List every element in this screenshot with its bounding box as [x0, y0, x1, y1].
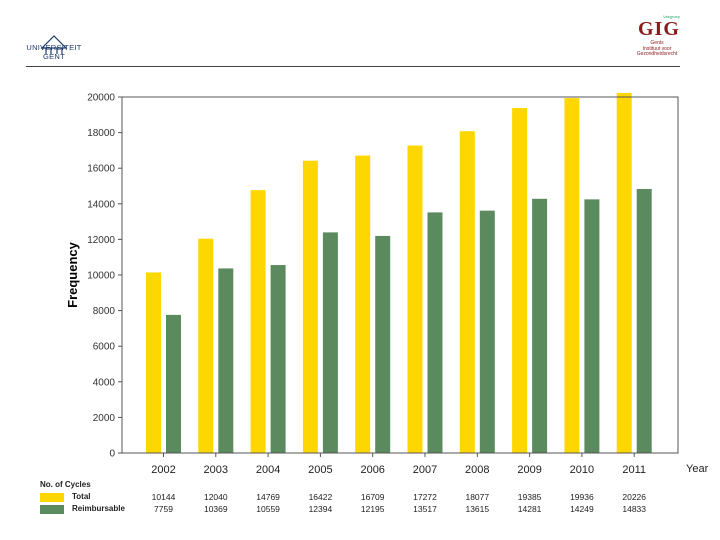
x-tick-label-2009: 2009 — [517, 464, 541, 476]
bar-reimbursable-2011 — [636, 188, 652, 453]
legend-value-reimbursable-2011: 14833 — [622, 504, 646, 514]
x-tick-label-2003: 2003 — [204, 464, 228, 476]
gig-logo-subtitle: Gents Instituut voor Gezondheidsrecht — [632, 40, 682, 58]
legend-value-total-2003: 12040 — [203, 492, 228, 502]
x-tick-label-2007: 2007 — [413, 464, 437, 476]
legend-value-reimbursable-2009: 14281 — [517, 504, 542, 514]
bar-total-2004 — [250, 190, 266, 453]
bar-total-2008 — [459, 131, 475, 453]
header-divider — [26, 66, 680, 67]
x-tick-label-2005: 2005 — [308, 464, 332, 476]
x-tick-label-2004: 2004 — [256, 464, 280, 476]
slide-header: UNIVERSITEIT GENT Vakgroep GIG Gents Ins… — [0, 0, 720, 70]
legend-value-reimbursable-2008: 13615 — [465, 504, 490, 514]
x-tick-label-2008: 2008 — [465, 464, 489, 476]
legend-title: No. of Cycles — [40, 480, 91, 489]
y-tick-label: 10000 — [87, 271, 115, 282]
bar-reimbursable-2003 — [218, 268, 234, 453]
x-tick-label-2010: 2010 — [570, 464, 594, 476]
legend-value-reimbursable-2002: 7759 — [154, 504, 173, 514]
legend-value-reimbursable-2005: 12394 — [308, 504, 333, 514]
bar-reimbursable-2008 — [479, 210, 495, 453]
legend-value-total-2007: 17272 — [413, 492, 437, 502]
university-name-line2: GENT — [42, 51, 66, 61]
legend-value-total-2010: 19936 — [570, 492, 594, 502]
x-tick-label-2002: 2002 — [151, 464, 175, 476]
legend-value-reimbursable-2006: 12195 — [360, 504, 385, 514]
legend-label-reimbursable: Reimbursable — [72, 504, 125, 513]
y-tick-label: 12000 — [87, 235, 115, 246]
legend-value-total-2004: 14769 — [256, 492, 280, 502]
x-tick-label-2011: 2011 — [622, 464, 646, 476]
y-tick-label: 6000 — [93, 342, 116, 353]
legend-value-total-2006: 16709 — [360, 492, 385, 502]
bar-reimbursable-2009 — [532, 198, 548, 453]
university-name: UNIVERSITEIT GENT — [26, 43, 82, 61]
bar-total-2006 — [355, 155, 371, 453]
chart-bars — [146, 92, 652, 454]
university-logo-icon — [40, 35, 68, 54]
y-axis-label: Frequency — [65, 241, 80, 308]
bar-total-2002 — [146, 272, 161, 453]
bar-total-2005 — [302, 160, 318, 453]
y-tick-label: 0 — [109, 449, 115, 460]
bar-reimbursable-2002 — [166, 314, 181, 453]
bar-total-2011 — [616, 92, 632, 453]
y-tick-label: 14000 — [87, 199, 115, 210]
gig-logo-sub2: Instituut voor — [642, 45, 672, 52]
bar-total-2009 — [512, 107, 528, 454]
gig-logo-caption: Vakgroep — [663, 14, 680, 19]
legend-value-reimbursable-2010: 14249 — [570, 504, 594, 514]
bar-total-2003 — [198, 238, 214, 453]
legend-value-reimbursable-2003: 10369 — [203, 504, 228, 514]
legend-swatch-total — [40, 493, 64, 502]
bar-total-2007 — [407, 145, 423, 453]
x-axis-label: Year — [686, 463, 709, 475]
legend-value-total-2011: 20226 — [622, 492, 646, 502]
plot-frame — [121, 96, 679, 454]
legend-value-reimbursable-2007: 13517 — [413, 504, 437, 514]
legend-value-total-2008: 18077 — [465, 492, 490, 502]
bar-reimbursable-2006 — [375, 235, 391, 453]
y-axis: 0 2000 4000 6000 8000 10000 12000 14000 16000 180… — [87, 93, 122, 460]
legend-value-total-2002: 10144 — [151, 492, 176, 502]
legend-swatch-reimbursable — [40, 505, 64, 514]
university-name-line1: UNIVERSITEIT — [26, 43, 82, 52]
bar-reimbursable-2010 — [584, 199, 600, 453]
legend-value-reimbursable-2004: 10559 — [256, 504, 280, 514]
y-tick-label: 18000 — [87, 128, 115, 139]
y-tick-label: 8000 — [93, 306, 116, 317]
x-tick-label-2006: 2006 — [360, 464, 384, 476]
bar-reimbursable-2004 — [270, 265, 286, 453]
legend-value-total-2009: 19385 — [517, 492, 542, 502]
y-tick-label: 2000 — [93, 413, 116, 424]
y-tick-label: 16000 — [87, 164, 115, 175]
x-axis: 2002 2003 2004 2005 2006 2007 2008 2009 2010 2011 — [151, 453, 646, 476]
gig-logo-sub1: Gents — [650, 40, 664, 46]
y-tick-label: 4000 — [93, 377, 116, 388]
gig-logo-letters: GIG — [638, 18, 680, 40]
legend-value-total-2005: 16422 — [308, 492, 333, 502]
bar-reimbursable-2007 — [427, 212, 443, 453]
legend-label-total: Total — [72, 492, 91, 501]
gig-logo-sub3: Gezondheidsrecht — [636, 51, 678, 57]
y-tick-label: 20000 — [87, 93, 115, 104]
bar-reimbursable-2005 — [322, 232, 338, 453]
bar-total-2010 — [564, 98, 580, 454]
